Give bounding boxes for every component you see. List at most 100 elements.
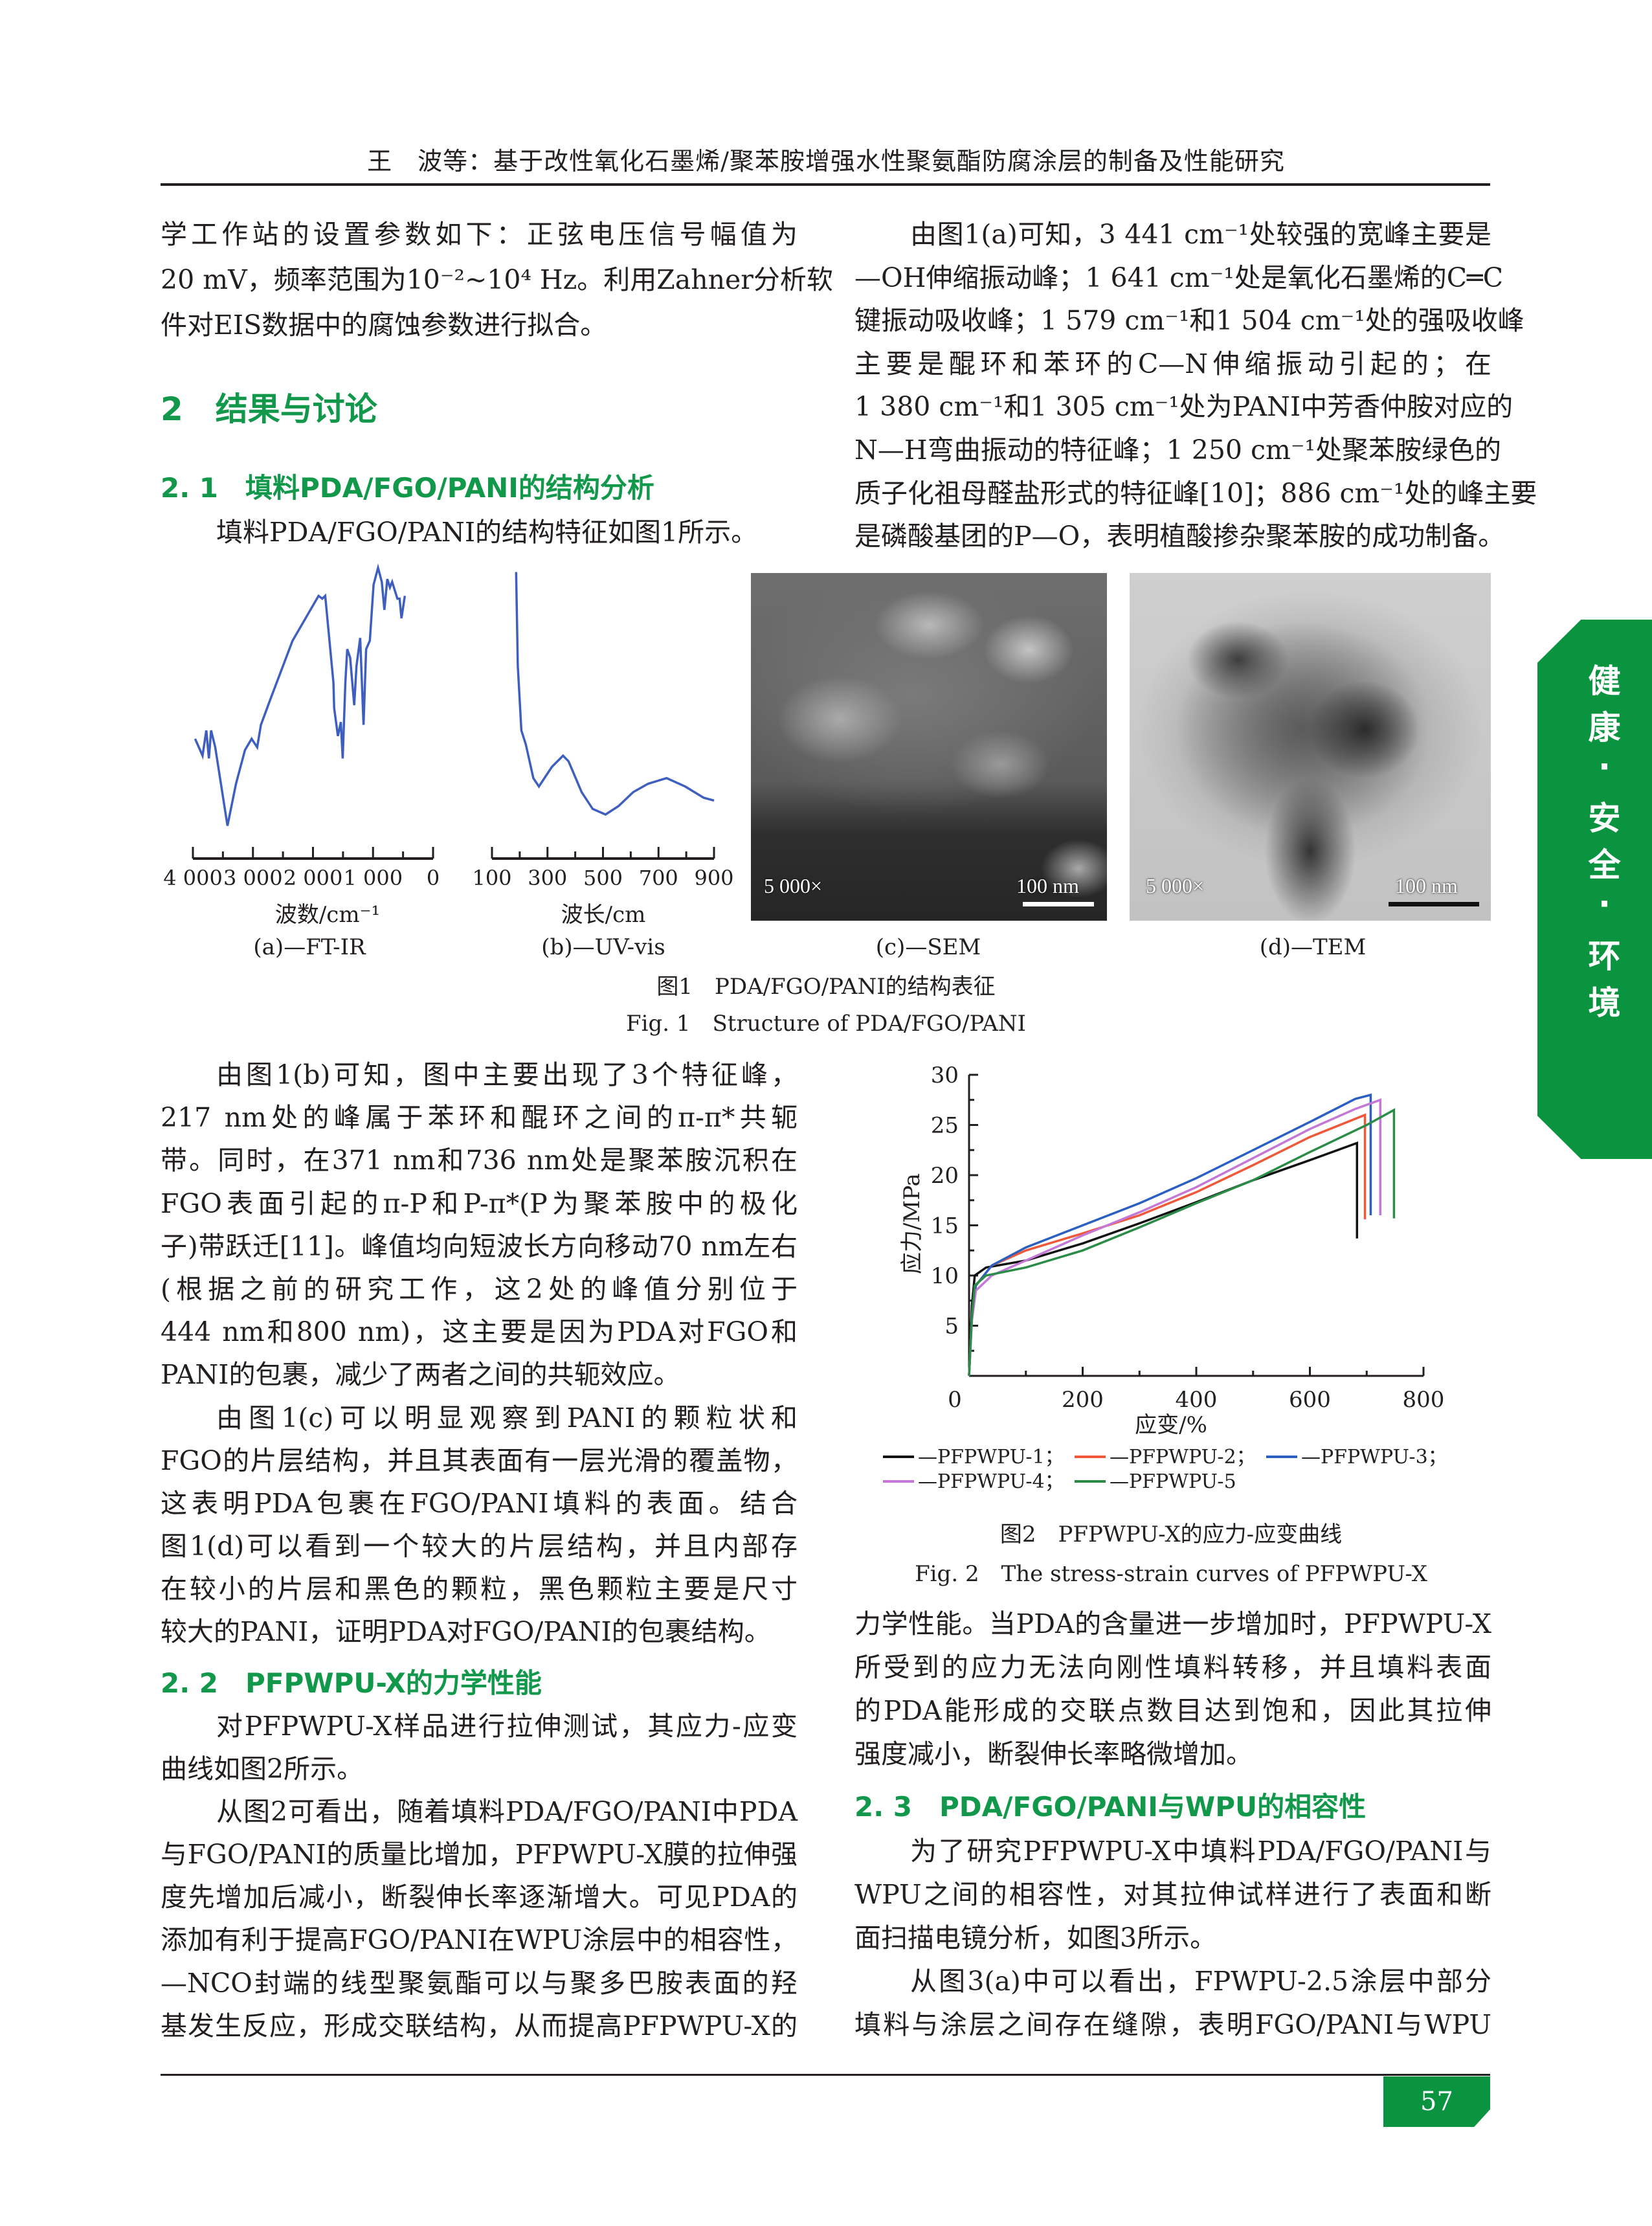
text-line: 质子化祖母醛盐形式的特征峰[10]；886 cm⁻¹处的峰主要 (854, 477, 1537, 509)
text-line: 所受到的应力无法向刚性填料转移，并且填料表面 (854, 1652, 1491, 1683)
x-tick-label: 2 000 (284, 866, 343, 890)
text-line: —OH伸缩振动峰；1 641 cm⁻¹处是氧化石墨烯的C═C (854, 262, 1504, 293)
x-tick-label: 400 (1176, 1387, 1218, 1413)
strain-axis-label: 应变/% (1135, 1412, 1207, 1438)
text-line: FGO表面引起的π-P和P-π*(P为聚苯胺中的极化 (161, 1187, 798, 1219)
section-heading-2-3: 2. 3 PDA/FGO/PANI与WPU的相容性 (854, 1791, 1367, 1823)
legend-label: —PFPWPU-4； (918, 1470, 1064, 1493)
fig2-caption-en: Fig. 2 The stress-strain curves of PFPWP… (915, 1561, 1427, 1587)
x-tick-label: 0 (427, 866, 440, 890)
text-line: 对PFPWPU-X样品进行拉伸测试，其应力-应变 (216, 1711, 798, 1742)
sem-micrograph: 5 000× 100 nm (751, 573, 1107, 921)
x-tick-label: 600 (1289, 1387, 1331, 1413)
text-line: 添加有利于提高FGO/PANI在WPU涂层中的相容性， (161, 1924, 798, 1956)
right-mid-paragraph: 力学性能。当PDA的含量进一步增加时，PFPWPU-X 所受到的应力无法向刚性填料… (854, 1602, 1491, 1776)
sem-scale-bar (1023, 902, 1094, 906)
text-line: 曲线如图2所示。 (161, 1753, 364, 1785)
legend-label: —PFPWPU-5 (1110, 1470, 1236, 1493)
text-line: 由图1(b)可知，图中主要出现了3个特征峰， (216, 1059, 798, 1090)
series-line-pfpwpu-4 (968, 1098, 1382, 1377)
x-tick-label: 200 (1062, 1387, 1104, 1413)
stress-axis-label: 应力/MPa (899, 1173, 925, 1274)
text-line: —NCO封端的线型聚氨酯可以与聚多巴胺表面的羟 (161, 1967, 798, 1999)
text-line: FGO的片层结构，并且其表面有一层光滑的覆盖物， (161, 1445, 798, 1476)
x-tick-label: 900 (694, 866, 733, 890)
fig1-caption-en: Fig. 1 Structure of PDA/FGO/PANI (626, 1011, 1026, 1037)
text-line: 面扫描电镜分析，如图3所示。 (854, 1922, 1217, 1953)
side-tab-char: 全 (1588, 846, 1621, 884)
legend-label: —PFPWPU-3； (1301, 1446, 1447, 1468)
page-number: 57 (1383, 2076, 1490, 2127)
text-line: 1 380 cm⁻¹和1 305 cm⁻¹处为PANI中芳香仲胺对应的 (854, 391, 1513, 423)
header-rule (161, 183, 1490, 186)
text-line: 子)带跃迁[11]。峰值均向短波长方向移动70 nm左右 (161, 1230, 798, 1262)
tem-micrograph: 5 000× 100 nm (1130, 573, 1491, 921)
tem-scale-bar (1389, 902, 1479, 906)
fig1a-label: (a)—FT-IR (253, 934, 366, 960)
spectrum-line (515, 572, 715, 816)
uvvis-chart: 100 300 500 700 900 (472, 572, 734, 890)
x-tick-label: 3 000 (223, 866, 283, 890)
text-line: 主要是醌环和苯环的C—N伸缩振动引起的；在 (854, 348, 1491, 379)
side-tab-char: 康 (1588, 709, 1621, 747)
text-line: 键振动吸收峰；1 579 cm⁻¹和1 504 cm⁻¹处的强吸收峰 (854, 305, 1524, 337)
left-figure-intro: 填料PDA/FGO/PANI的结构特征如图1所示。 (161, 511, 798, 554)
left-mid-paragraphs: 由图1(b)可知，图中主要出现了3个特征峰， 217 nm处的峰属于苯环和醌环之间… (161, 1053, 798, 1654)
tem-scale-label: 100 nm (1395, 874, 1458, 897)
x-tick-label: 300 (528, 866, 567, 890)
text-line: 填料与涂层之间存在缝隙，表明FGO/PANI与WPU (854, 2009, 1491, 2040)
x-tick-label: 0 (948, 1387, 962, 1413)
text-line: 与FGO/PANI的质量比增加，PFPWPU-X膜的拉伸强 (161, 1839, 798, 1871)
x-tick-label: 100 (472, 866, 511, 890)
text-line: 件对EIS数据中的腐蚀参数进行拟合。 (161, 309, 607, 341)
running-header: 王 波等：基于改性氧化石墨烯/聚苯胺增强水性聚氨酯防腐涂层的制备及性能研究 (367, 147, 1285, 175)
section-heading-2-1: 2. 1 填料PDA/FGO/PANI的结构分析 (161, 472, 654, 504)
text-line: PANI的包裹，减少了两者之间的共轭效应。 (161, 1359, 680, 1391)
y-tick-label: 20 (931, 1163, 959, 1189)
text-line: 较大的PANI，证明PDA对FGO/PANI的包裹结构。 (161, 1616, 771, 1648)
text-line: 在较小的片层和黑色的颗粒，黑色颗粒主要是尺寸 (161, 1573, 798, 1605)
text-line: (根据之前的研究工作，这2处的峰值分别位于 (161, 1273, 798, 1305)
text-line: 图1(d)可以看到一个较大的片层结构，并且内部存 (161, 1531, 798, 1562)
x-tick-label: 800 (1403, 1387, 1445, 1413)
text-line: 基发生反应，形成交联结构，从而提高PFPWPU-X的 (161, 2010, 798, 2041)
right-top-paragraph: 由图1(a)可知，3 441 cm⁻¹处较强的宽峰主要是 —OH伸缩振动峰；1 6… (854, 213, 1537, 558)
spectrum-line (194, 563, 407, 826)
right-bottom-paragraphs: 为了研究PFPWPU-X中填料PDA/FGO/PANI与 WPU之间的相容性，对其… (854, 1830, 1491, 2047)
y-tick-label: 10 (931, 1263, 959, 1289)
x-tick-label: 4 000 (163, 866, 223, 890)
y-tick-label: 15 (931, 1213, 959, 1239)
text-line: N—H弯曲振动的特征峰；1 250 cm⁻¹处聚苯胺绿色的 (854, 434, 1501, 466)
chart-legend: —PFPWPU-1； —PFPWPU-2； —PFPWPU-3； —PFPWPU-4；… (883, 1446, 1447, 1493)
fig1a-xlabel: 波数/cm⁻¹ (274, 902, 381, 928)
fig1-caption-cn: 图1 PDA/FGO/PANI的结构表征 (656, 974, 996, 1000)
text-line: 217 nm处的峰属于苯环和醌环之间的π-π*共轭 (161, 1102, 798, 1134)
series-line-pfpwpu-5 (968, 1108, 1396, 1377)
sem-magnification: 5 000× (764, 874, 823, 897)
side-tab-char: 环 (1588, 938, 1621, 975)
sem-scale-label: 100 nm (1016, 874, 1079, 897)
fig1b-label: (b)—UV-vis (541, 934, 665, 960)
x-tick-label: 1 000 (343, 866, 403, 890)
text-line: 填料PDA/FGO/PANI的结构特征如图1所示。 (216, 517, 758, 548)
text-line: 这表明PDA包裹在FGO/PANI填料的表面。结合 (161, 1487, 798, 1519)
footer-rule (161, 2074, 1490, 2076)
ftir-chart: 4 000 3 000 2 000 1 000 0 (163, 563, 440, 890)
text-line: 强度减小，断裂伸长率略微增加。 (854, 1738, 1253, 1770)
side-tab-char: · (1598, 885, 1611, 923)
text-line: 的PDA能形成的交联点数目达到饱和，因此其拉伸 (854, 1695, 1491, 1726)
text-line: 力学性能。当PDA的含量进一步增加时，PFPWPU-X (854, 1608, 1491, 1639)
text-line: 为了研究PFPWPU-X中填料PDA/FGO/PANI与 (910, 1836, 1491, 1867)
text-line: 学工作站的设置参数如下：正弦电压信号幅值为 (161, 219, 798, 250)
text-line: 20 mV，频率范围为10⁻²~10⁴ Hz。利用Zahner分析软 (161, 264, 833, 295)
text-line: 从图3(a)中可以看出，FPWPU-2.5涂层中部分 (910, 1966, 1491, 1997)
legend-label: —PFPWPU-2； (1110, 1446, 1256, 1468)
text-line: 由图1(c)可以明显观察到PANI的颗粒状和 (216, 1402, 798, 1433)
fig1c-label: (c)—SEM (875, 934, 981, 960)
fig2-caption-cn: 图2 PFPWPU-X的应力-应变曲线 (999, 1522, 1343, 1547)
side-tab-char: 健 (1588, 662, 1621, 700)
text-line: 带。同时，在371 nm和736 nm处是聚苯胺沉积在 (161, 1145, 798, 1176)
section-heading-2: 2 结果与讨论 (161, 390, 377, 428)
text-line: 444 nm和800 nm)，这主要是因为PDA对FGO和 (161, 1316, 798, 1348)
